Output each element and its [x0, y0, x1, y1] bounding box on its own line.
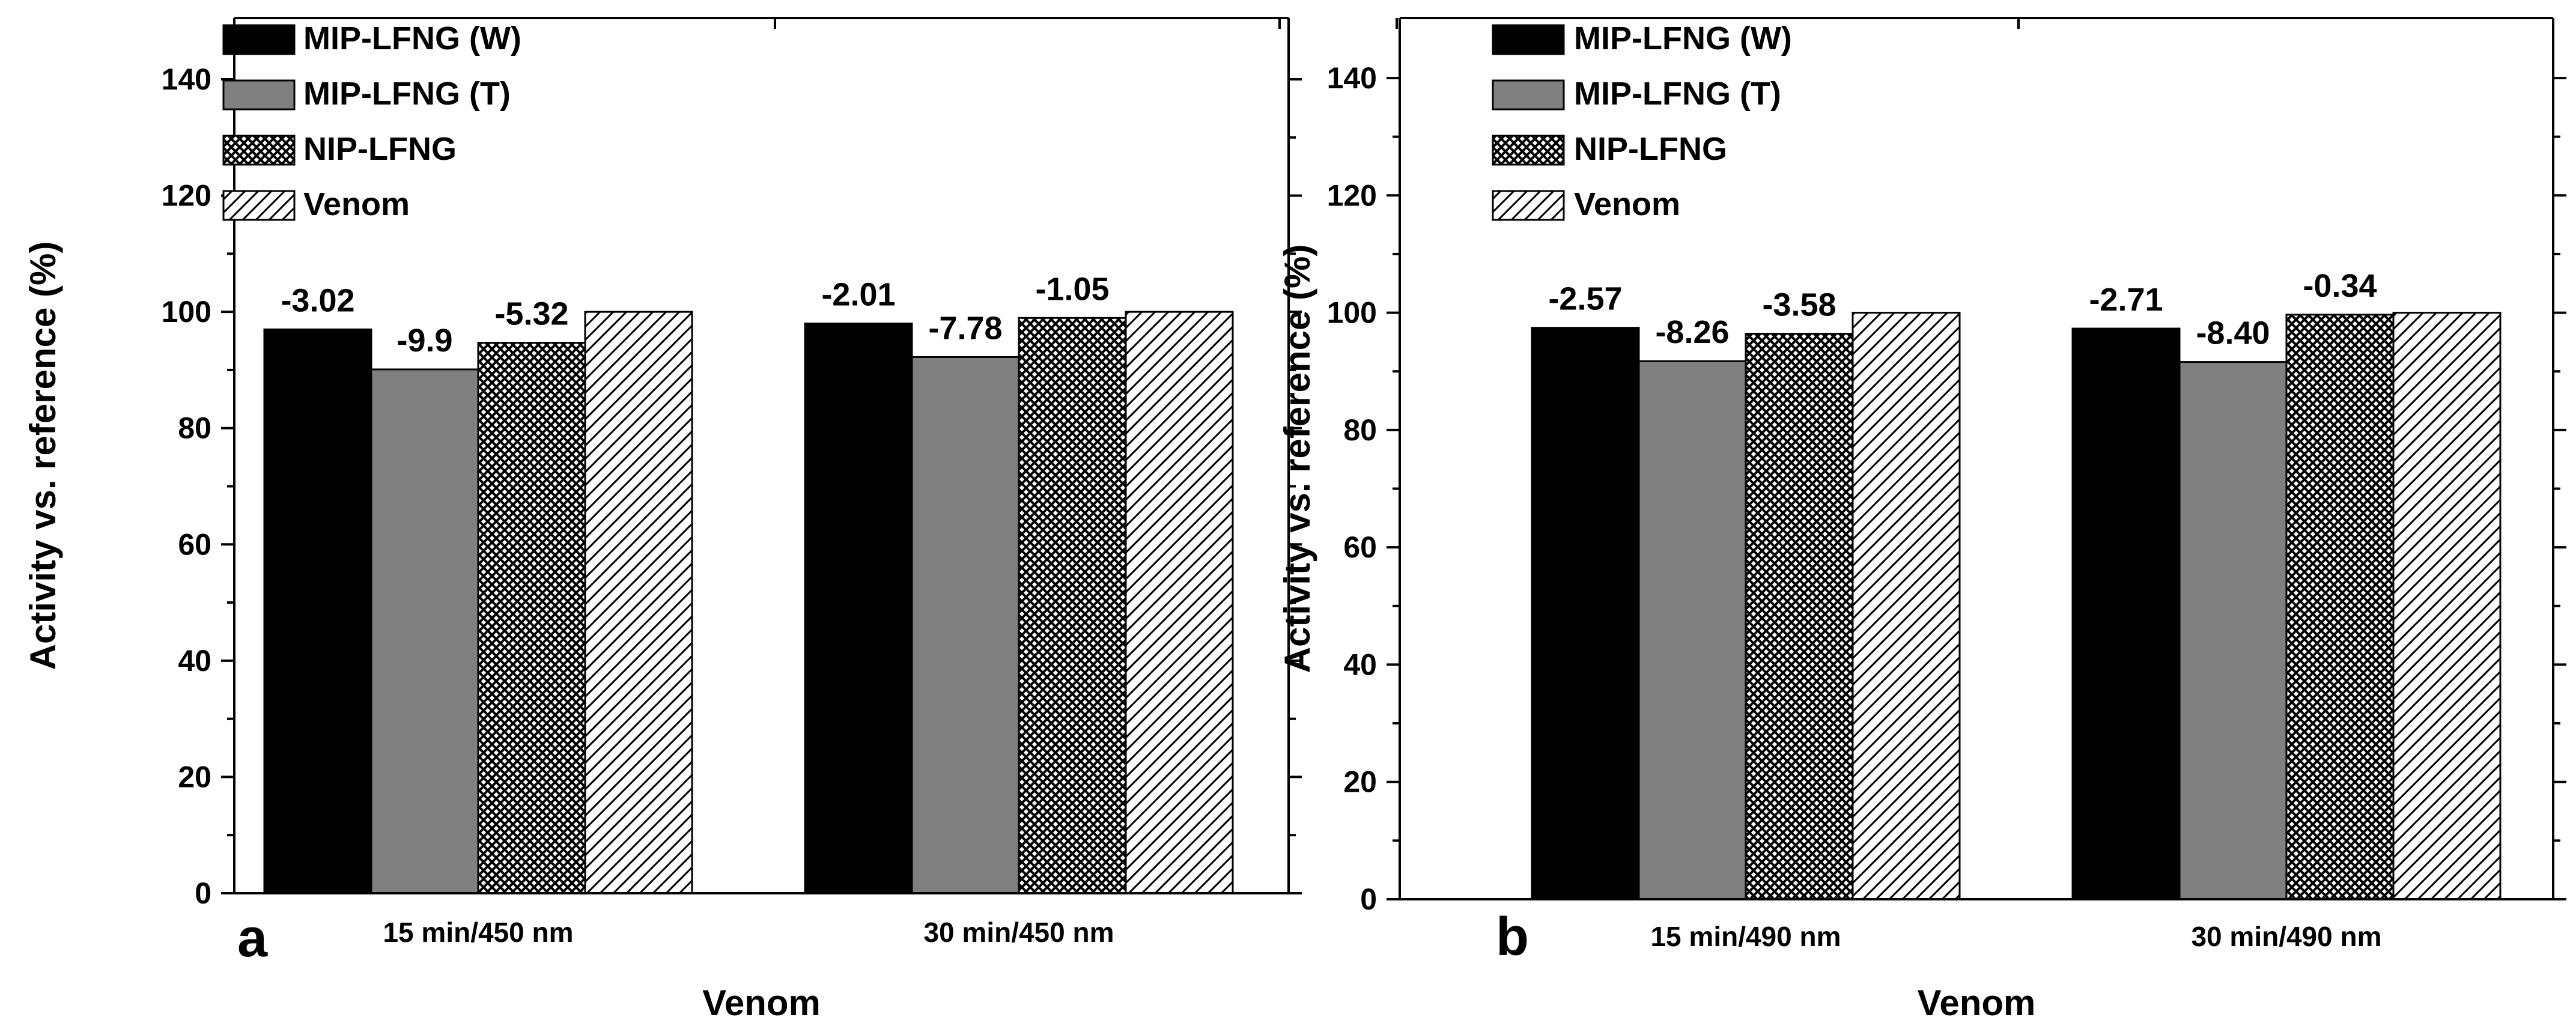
legend-swatch-nip-lfng [222, 135, 296, 166]
category-label-15-min-450-nm: 15 min/450 nm [383, 917, 573, 948]
legend-label-nip-lfng: NIP-LFNG [1574, 131, 1727, 167]
bar-mip-lfng-t-15-min-450-nm [370, 368, 479, 894]
bar-venom-30-min-450-nm [1125, 311, 1234, 894]
category-label-30-min-490-nm: 30 min/490 nm [2191, 921, 2381, 952]
legend-label-mip-lfng-t: MIP-LFNG (T) [303, 76, 511, 112]
bar-mip-lfng-w-30-min-490-nm [2071, 327, 2181, 900]
legend-label-venom: Venom [303, 186, 410, 222]
legend: MIP-LFNG (W) MIP-LFNG (T) NIP-LFNG Venom [1492, 20, 1792, 222]
legend-swatch-venom [1492, 190, 1565, 221]
data-label-mip-lfng-w-15-min-450-nm: -3.02 [281, 282, 354, 318]
data-label-mip-lfng-t-30-min-490-nm: -8.40 [2196, 315, 2270, 351]
y-tick-label: 0 [195, 876, 211, 910]
y-tick-label: 140 [1327, 61, 1377, 95]
legend-label-mip-lfng-w: MIP-LFNG (W) [1574, 20, 1792, 56]
bar-mip-lfng-t-30-min-490-nm [2178, 361, 2288, 900]
bar-mip-lfng-w-15-min-490-nm [1531, 327, 1640, 900]
y-tick-label: 80 [1343, 413, 1377, 447]
bar-venom-30-min-490-nm [2392, 312, 2502, 900]
bar-mip-lfng-t-15-min-490-nm [1638, 360, 1747, 900]
data-label-mip-lfng-t-15-min-490-nm: -8.26 [1655, 314, 1729, 350]
y-tick-label: 60 [1343, 530, 1377, 564]
legend-swatch-mip-lfng-w [222, 24, 296, 55]
bar-nip-lfng-30-min-450-nm [1018, 317, 1127, 894]
legend-swatch-nip-lfng [1492, 135, 1565, 166]
y-tick-label: 120 [162, 179, 211, 213]
bar-nip-lfng-15-min-450-nm [477, 342, 586, 894]
x-axis-title: Venom [702, 983, 821, 1023]
chart-panel-a: -3.02 -9.9 -5.32 15 min/450 nm -2.01 -7.78 -1.… [23, 17, 1302, 1023]
legend-swatch-mip-lfng-w [1492, 24, 1565, 55]
data-label-nip-lfng-30-min-490-nm: -0.34 [2303, 268, 2377, 304]
data-label-nip-lfng-15-min-490-nm: -3.58 [1762, 287, 1836, 323]
y-tick-label: 140 [162, 62, 211, 96]
y-tick-label: 20 [1343, 765, 1377, 799]
panel-letter: a [237, 908, 268, 968]
legend-swatch-mip-lfng-t [222, 79, 296, 111]
legend-label-mip-lfng-w: MIP-LFNG (W) [303, 20, 521, 56]
bar-mip-lfng-w-15-min-450-nm [263, 328, 372, 894]
y-tick-label: 100 [162, 295, 211, 329]
data-label-nip-lfng-15-min-450-nm: -5.32 [494, 296, 568, 332]
bar-venom-15-min-450-nm [584, 311, 693, 894]
data-label-nip-lfng-30-min-450-nm: -1.05 [1035, 271, 1109, 307]
legend-swatch-mip-lfng-t [1492, 79, 1565, 111]
legend-label-nip-lfng: NIP-LFNG [303, 131, 457, 167]
chart-panel-b: -2.57 -8.26 -3.58 15 min/490 nm -2.71 -8.40 -0… [1277, 17, 2566, 1023]
y-tick-label: 60 [178, 527, 211, 561]
x-axis-title: Venom [1918, 983, 2036, 1023]
y-tick-label: 120 [1327, 178, 1377, 212]
legend-label-venom: Venom [1574, 186, 1680, 222]
y-tick-label: 20 [178, 760, 211, 794]
data-label-mip-lfng-w-30-min-450-nm: -2.01 [821, 277, 895, 313]
legend-label-mip-lfng-t: MIP-LFNG (T) [1574, 76, 1781, 112]
bar-nip-lfng-15-min-490-nm [1745, 333, 1854, 900]
category-label-15-min-490-nm: 15 min/490 nm [1650, 921, 1841, 952]
y-axis-title: Activity vs. reference (%) [1277, 244, 1317, 673]
y-axis-title: Activity vs. reference (%) [23, 241, 63, 670]
bar-mip-lfng-t-30-min-450-nm [911, 356, 1020, 894]
legend-swatch-venom [222, 190, 296, 221]
y-tick-label: 0 [1360, 882, 1377, 916]
bar-venom-15-min-490-nm [1852, 312, 1961, 900]
y-tick-label: 40 [178, 644, 211, 678]
bar-mip-lfng-w-30-min-450-nm [804, 323, 913, 894]
legend: MIP-LFNG (W) MIP-LFNG (T) NIP-LFNG Venom [222, 20, 521, 222]
data-label-mip-lfng-w-15-min-490-nm: -2.57 [1548, 281, 1622, 317]
category-label-30-min-450-nm: 30 min/450 nm [923, 917, 1114, 948]
y-tick-label: 100 [1327, 296, 1377, 330]
bar-nip-lfng-30-min-490-nm [2285, 314, 2395, 900]
y-tick-label: 40 [1343, 648, 1377, 681]
panel-letter: b [1496, 907, 1529, 967]
data-label-mip-lfng-t-15-min-450-nm: -9.9 [396, 323, 452, 359]
data-label-mip-lfng-t-30-min-450-nm: -7.78 [928, 310, 1002, 346]
data-label-mip-lfng-w-30-min-490-nm: -2.71 [2089, 282, 2163, 318]
y-tick-label: 80 [178, 411, 211, 445]
